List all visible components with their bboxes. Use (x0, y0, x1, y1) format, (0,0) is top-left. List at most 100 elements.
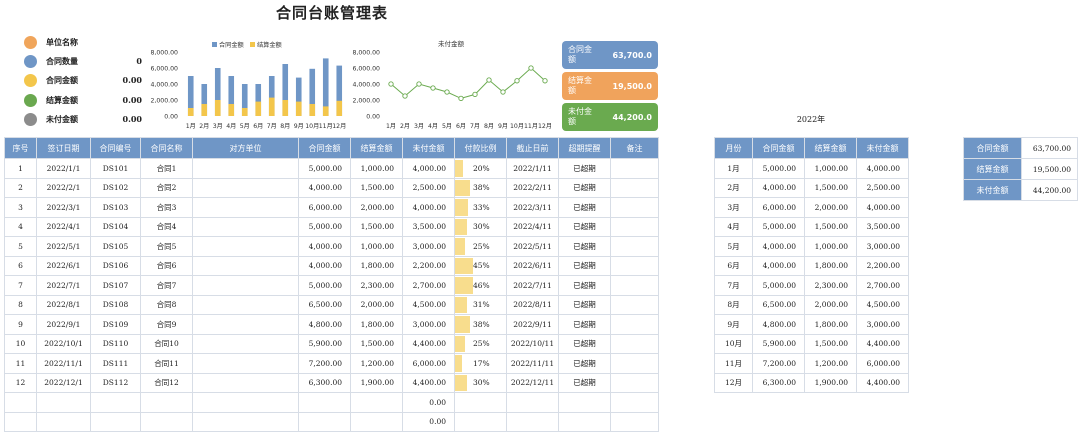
table-cell[interactable]: 合同1 (140, 158, 193, 179)
table-cell[interactable]: DS108 (90, 294, 141, 315)
table-cell[interactable]: 1,000.00 (350, 236, 403, 257)
table-cell[interactable]: 9月 (714, 314, 753, 335)
table-cell[interactable] (350, 411, 403, 432)
table-cell[interactable]: 合同8 (140, 294, 193, 315)
column-header[interactable]: 付款比例 (454, 137, 507, 159)
table-cell[interactable] (610, 333, 659, 354)
column-header[interactable]: 未付金额 (402, 137, 455, 159)
payment-ratio-cell[interactable]: 30% (454, 216, 507, 237)
table-cell[interactable]: 5,000.00 (298, 216, 351, 237)
table-cell[interactable]: 4,500.00 (856, 294, 909, 315)
table-cell[interactable]: 1,500.00 (350, 216, 403, 237)
table-cell[interactable]: 6,000.00 (298, 197, 351, 218)
table-cell[interactable] (36, 392, 91, 413)
table-cell[interactable]: 12 (4, 372, 37, 393)
payment-ratio-cell[interactable]: 20% (454, 158, 507, 179)
table-cell[interactable]: 4,000.00 (402, 158, 455, 179)
table-cell[interactable] (192, 392, 299, 413)
table-cell[interactable]: 4,800.00 (752, 314, 805, 335)
table-cell[interactable]: 1,500.00 (350, 333, 403, 354)
table-cell[interactable]: 合同5 (140, 236, 193, 257)
table-cell[interactable]: 4,000.00 (752, 236, 805, 257)
payment-ratio-cell[interactable]: 25% (454, 333, 507, 354)
table-cell[interactable]: 2022/12/11 (506, 372, 559, 393)
table-cell[interactable] (192, 314, 299, 335)
column-header[interactable]: 截止日前 (506, 137, 559, 159)
table-cell[interactable]: 已超期 (558, 333, 611, 354)
table-cell[interactable]: 2,000.00 (350, 294, 403, 315)
table-cell[interactable] (610, 158, 659, 179)
table-cell[interactable]: 4,000.00 (752, 177, 805, 198)
table-cell[interactable]: 1,800.00 (804, 314, 857, 335)
table-cell[interactable]: 合同11 (140, 353, 193, 374)
table-cell[interactable]: 2,300.00 (804, 275, 857, 296)
table-cell[interactable] (610, 314, 659, 335)
table-cell[interactable]: 合同6 (140, 255, 193, 276)
totals-value[interactable]: 63,700.00 (1021, 137, 1078, 159)
table-cell[interactable] (610, 392, 659, 413)
table-cell[interactable]: 2,000.00 (804, 294, 857, 315)
table-cell[interactable]: 2022/2/11 (506, 177, 559, 198)
table-cell[interactable]: 10 (4, 333, 37, 354)
column-header[interactable]: 结算金额 (350, 137, 403, 159)
table-cell[interactable]: 6,300.00 (752, 372, 805, 393)
payment-ratio-cell[interactable]: 38% (454, 314, 507, 335)
table-cell[interactable]: 11 (4, 353, 37, 374)
table-cell[interactable]: 已超期 (558, 177, 611, 198)
table-cell[interactable]: 2,200.00 (856, 255, 909, 276)
table-cell[interactable] (610, 275, 659, 296)
table-cell[interactable]: 5,000.00 (298, 158, 351, 179)
table-cell[interactable] (610, 216, 659, 237)
table-cell[interactable]: 2022/4/11 (506, 216, 559, 237)
table-cell[interactable]: 2022/9/1 (36, 314, 91, 335)
table-cell[interactable]: 1,000.00 (350, 158, 403, 179)
table-cell[interactable]: DS103 (90, 197, 141, 218)
table-cell[interactable]: 4,400.00 (402, 372, 455, 393)
table-cell[interactable] (610, 236, 659, 257)
table-cell[interactable] (610, 294, 659, 315)
table-cell[interactable]: 2022/11/11 (506, 353, 559, 374)
table-cell[interactable] (350, 392, 403, 413)
table-cell[interactable]: 3,500.00 (856, 216, 909, 237)
table-cell[interactable] (140, 411, 193, 432)
table-cell[interactable] (610, 177, 659, 198)
table-cell[interactable]: 1,800.00 (350, 255, 403, 276)
table-cell[interactable]: 2,200.00 (402, 255, 455, 276)
table-cell[interactable]: 2,000.00 (804, 197, 857, 218)
table-cell[interactable]: 2,700.00 (402, 275, 455, 296)
table-cell[interactable] (610, 255, 659, 276)
table-cell[interactable]: 4,000.00 (298, 236, 351, 257)
payment-ratio-cell[interactable]: 33% (454, 197, 507, 218)
table-cell[interactable] (36, 411, 91, 432)
table-cell[interactable] (192, 197, 299, 218)
table-cell[interactable]: 11月 (714, 353, 753, 374)
table-cell[interactable] (558, 411, 611, 432)
table-cell[interactable]: 1,900.00 (804, 372, 857, 393)
table-cell[interactable] (192, 411, 299, 432)
table-cell[interactable]: 2022/7/1 (36, 275, 91, 296)
table-cell[interactable]: 7月 (714, 275, 753, 296)
table-cell[interactable]: 1,500.00 (804, 216, 857, 237)
table-cell[interactable]: 12月 (714, 372, 753, 393)
payment-ratio-cell[interactable]: 25% (454, 236, 507, 257)
table-cell[interactable]: 已超期 (558, 294, 611, 315)
table-cell[interactable]: 4,000.00 (856, 158, 909, 179)
table-cell[interactable]: 2,500.00 (402, 177, 455, 198)
table-cell[interactable]: 合同3 (140, 197, 193, 218)
table-cell[interactable]: DS106 (90, 255, 141, 276)
table-cell[interactable]: 4月 (714, 216, 753, 237)
payment-ratio-cell[interactable] (454, 392, 507, 413)
table-cell[interactable]: 4,400.00 (402, 333, 455, 354)
table-cell[interactable]: 2022/8/1 (36, 294, 91, 315)
table-cell[interactable] (610, 353, 659, 374)
table-cell[interactable]: 4,000.00 (856, 197, 909, 218)
table-cell[interactable]: 3,000.00 (402, 314, 455, 335)
table-cell[interactable]: 已超期 (558, 216, 611, 237)
table-cell[interactable]: DS101 (90, 158, 141, 179)
column-header[interactable]: 合同名称 (140, 137, 193, 159)
table-cell[interactable]: 已超期 (558, 236, 611, 257)
table-cell[interactable]: 8 (4, 294, 37, 315)
table-cell[interactable] (4, 392, 37, 413)
table-cell[interactable]: 合同7 (140, 275, 193, 296)
table-cell[interactable]: 4,000.00 (752, 255, 805, 276)
